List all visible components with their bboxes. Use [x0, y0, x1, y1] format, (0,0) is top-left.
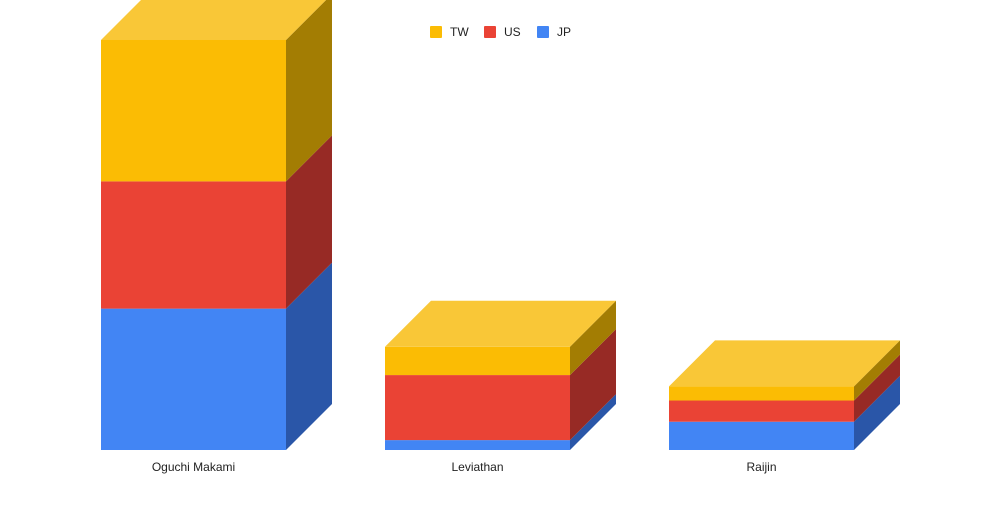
bar-segment-leviathan-tw[interactable]	[385, 300, 616, 376]
legend-swatch-tw	[430, 26, 442, 38]
bar-segment-raijin-jp[interactable]	[669, 375, 900, 450]
bar-segment-raijin-tw[interactable]	[669, 340, 900, 401]
legend-item-jp[interactable]: JP	[537, 25, 571, 39]
bar-side-leviathan-jp	[570, 394, 616, 450]
bar-front-leviathan-us	[385, 375, 570, 441]
bar-side-raijin-tw	[854, 340, 900, 401]
legend-item-us[interactable]: US	[484, 25, 521, 39]
bar-segment-raijin-us[interactable]	[669, 354, 900, 422]
bar-front-leviathan-jp	[385, 440, 570, 450]
x-axis-labels: Oguchi Makami Leviathan Raijin	[152, 460, 777, 474]
bar-segment-oguchi-makami-us[interactable]	[101, 135, 332, 309]
legend: TW US JP	[430, 25, 571, 39]
bar-side-oguchi-makami-us	[286, 135, 332, 309]
bar-top-leviathan	[385, 300, 616, 347]
x-tick-label-leviathan: Leviathan	[451, 460, 503, 474]
bar-front-raijin-jp	[669, 421, 854, 450]
bar-segment-leviathan-us[interactable]	[385, 329, 616, 441]
legend-label-jp: JP	[557, 25, 571, 39]
legend-label-tw: TW	[450, 25, 469, 39]
legend-swatch-us	[484, 26, 496, 38]
legend-item-tw[interactable]: TW	[430, 25, 469, 39]
x-tick-label-oguchi-makami: Oguchi Makami	[152, 460, 235, 474]
bar-side-oguchi-makami-jp	[286, 262, 332, 450]
bar-front-leviathan-tw	[385, 346, 570, 376]
bar-side-raijin-us	[854, 354, 900, 422]
bar-front-raijin-tw	[669, 386, 854, 401]
bar-top-oguchi-makami	[101, 0, 326, 40]
bar-top-raijin	[669, 340, 900, 387]
bar-segment-oguchi-makami-jp[interactable]	[101, 262, 332, 450]
bar-front-oguchi-makami-us	[101, 181, 286, 309]
bar-front-oguchi-makami-jp	[101, 308, 286, 450]
x-tick-label-raijin: Raijin	[746, 460, 776, 474]
legend-swatch-jp	[537, 26, 549, 38]
legend-label-us: US	[504, 25, 521, 39]
bar-side-leviathan-us	[570, 329, 616, 441]
bar-side-leviathan-tw	[570, 300, 616, 376]
bars-group	[101, 0, 900, 450]
bar-side-raijin-jp	[854, 375, 900, 450]
bar-oguchi-makami	[101, 0, 332, 450]
bar-raijin	[669, 340, 900, 450]
bar-leviathan	[385, 300, 616, 450]
bar-front-raijin-us	[669, 400, 854, 422]
bar-segment-leviathan-jp[interactable]	[385, 394, 616, 450]
bar-side-oguchi-makami-tw	[286, 0, 332, 182]
bar-front-oguchi-makami-tw	[101, 40, 286, 182]
bar-segment-oguchi-makami-tw[interactable]	[101, 0, 332, 182]
